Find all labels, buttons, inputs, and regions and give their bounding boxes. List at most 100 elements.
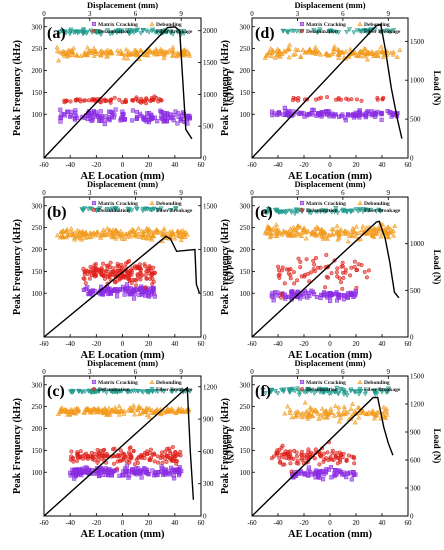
legend-entry: Fiber Breakage [364, 29, 401, 35]
x-tick-label: -40 [273, 340, 283, 348]
debonding-point [329, 226, 335, 232]
fiber-breakage-point [294, 29, 300, 35]
fiber-breakage-point [85, 389, 92, 394]
fiber-breakage-point [159, 388, 165, 394]
y-tick-label: 250 [32, 403, 43, 411]
legend-entry: Debonding [156, 22, 182, 28]
y-tick-label: 200 [32, 425, 43, 433]
x-tick-label: -20 [299, 519, 309, 527]
debonding-point [110, 227, 116, 232]
matrix-cracking-point [124, 282, 130, 287]
debonding-point [121, 55, 127, 61]
debonding-point [336, 412, 342, 417]
delamination-point [102, 276, 108, 281]
delamination-point [147, 450, 152, 456]
debonding-point [125, 55, 131, 61]
legend-entry: Debonding [364, 380, 390, 386]
debonding-point [59, 49, 65, 54]
matrix-cracking-point [328, 298, 333, 303]
matrix-cracking-point [115, 289, 120, 294]
delamination-point [152, 94, 157, 99]
delamination-point [112, 446, 117, 451]
debonding-point [102, 232, 108, 238]
legend-entry: Debonding [156, 201, 182, 207]
fiber-breakage-point [291, 28, 297, 34]
delamination-point [121, 455, 127, 460]
debonding-point [149, 21, 155, 27]
load-curve [251, 220, 400, 338]
debonding-point [144, 412, 150, 417]
debonding-point [369, 232, 375, 237]
debonding-point [316, 416, 322, 421]
right-y-tick-label: 0 [410, 155, 414, 163]
matrix-cracking-point [320, 477, 326, 482]
matrix-cracking-point [107, 109, 112, 114]
delamination-point [78, 99, 83, 104]
matrix-cracking-point [92, 289, 97, 294]
fiber-breakage-point [103, 390, 110, 396]
debonding-point [353, 223, 359, 229]
fiber-breakage-point [344, 29, 350, 35]
matrix-cracking-point [94, 112, 99, 118]
fiber-breakage-point [268, 389, 274, 395]
fiber-breakage-point [311, 28, 317, 33]
debonding-point [72, 236, 78, 242]
x-tick-label: 40 [171, 340, 179, 348]
x-tick-label: 0 [121, 340, 125, 348]
debonding-point [361, 45, 367, 51]
debonding-point [349, 401, 356, 406]
right-y-axis-label: Load (N) [432, 429, 442, 464]
delamination-point [359, 98, 364, 103]
matrix-cracking-point [345, 471, 350, 476]
y-tick-label: 150 [32, 268, 43, 276]
right-y-tick-label: 1200 [203, 383, 218, 391]
matrix-cracking-point [132, 292, 137, 297]
debonding-point [123, 46, 129, 52]
scatter-points [262, 385, 392, 482]
matrix-cracking-point [121, 469, 126, 474]
debonding-point [154, 406, 160, 412]
debonding-point [262, 55, 268, 60]
chart-panel: -60 -40 -20 0 20 40 60 100 150 200 250 300 0 3 6 9 0 500 1… [220, 179, 442, 361]
debonding-point [140, 232, 146, 238]
matrix-cracking-point [180, 113, 185, 118]
panel-label: (a) [47, 25, 66, 42]
legend: Matrix Cracking Debonding Delamination Fibe… [299, 200, 401, 214]
debonding-point [126, 231, 132, 237]
x-tick-label: 60 [405, 161, 413, 169]
delamination-point [93, 261, 98, 267]
debonding-point [304, 412, 311, 418]
debonding-point [370, 407, 376, 413]
debonding-point [116, 403, 122, 409]
fiber-breakage-point [329, 209, 335, 215]
fiber-breakage-point [381, 28, 387, 34]
right-y-axis-label: Load (N) [432, 71, 442, 106]
delamination-point [298, 265, 303, 270]
legend-entry: Fiber Breakage [364, 387, 401, 393]
debonding-point [109, 234, 115, 240]
chart-panel: -60 -40 -20 0 20 40 60 100 150 200 250 300 0 3 6 9 0 500 1… [220, 0, 442, 182]
fiber-breakage-point [177, 388, 183, 394]
debonding-point [371, 230, 377, 236]
matrix-cracking-point [134, 116, 140, 121]
delamination-point [305, 271, 310, 276]
debonding-point [286, 46, 292, 52]
delamination-point [281, 455, 286, 460]
debonding-point [105, 47, 111, 52]
fiber-breakage-point [140, 206, 146, 212]
matrix-cracking-point [99, 114, 105, 119]
delamination-point [119, 267, 124, 272]
debonding-point [360, 408, 366, 414]
matrix-cracking-point [132, 467, 137, 473]
matrix-cracking-point [85, 113, 91, 119]
delamination-point [299, 386, 305, 392]
matrix-cracking-point [126, 475, 131, 480]
y-tick-label: 100 [32, 290, 43, 298]
fiber-breakage-point [138, 31, 144, 36]
fiber-breakage-point [323, 209, 329, 214]
debonding-point [264, 230, 271, 236]
delamination-point [91, 272, 96, 277]
x-tick-label: 20 [145, 161, 153, 169]
debonding-point [263, 52, 269, 58]
debonding-point [291, 224, 297, 230]
